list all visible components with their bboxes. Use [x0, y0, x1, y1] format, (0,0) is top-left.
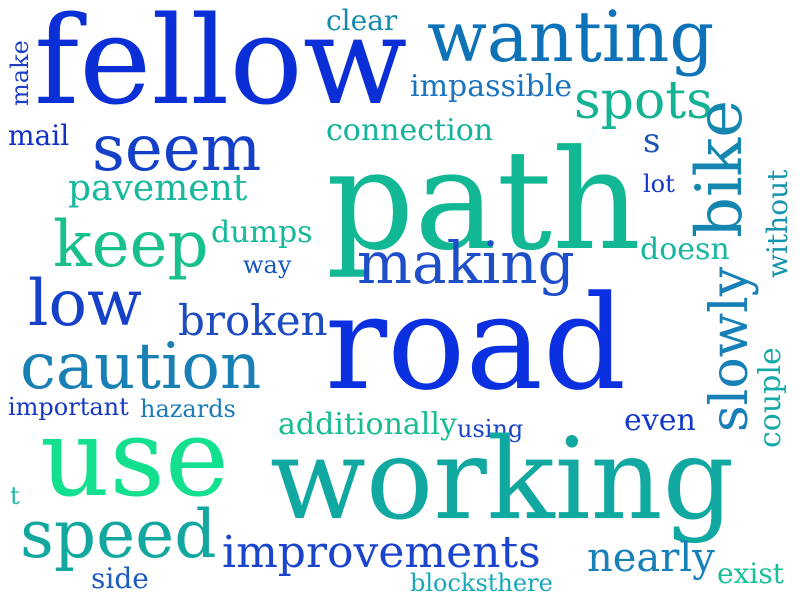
word-couple: couple: [753, 347, 788, 448]
word-pavement: pavement: [68, 168, 248, 209]
word-use: use: [40, 396, 229, 521]
word-exist: exist: [717, 557, 784, 590]
word-seem: seem: [92, 112, 262, 186]
word-broken: broken: [178, 296, 328, 345]
word-wanting: wanting: [427, 0, 715, 78]
word-s: s: [643, 121, 661, 161]
word-side: side: [91, 562, 149, 595]
word-using: using: [457, 415, 524, 443]
word-lot: lot: [643, 170, 675, 198]
word-without: without: [761, 169, 794, 278]
word-way: way: [243, 251, 292, 279]
word-impassible: impassible: [410, 69, 573, 104]
word-hazards: hazards: [140, 395, 236, 423]
word-mail: mail: [8, 119, 70, 152]
word-road: road: [325, 267, 627, 419]
word-blocksthere: blocksthere: [410, 569, 553, 597]
word-even: even: [624, 403, 696, 438]
word-working: working: [270, 415, 735, 545]
word-keep: keep: [53, 208, 209, 282]
word-fellow: fellow: [34, 0, 408, 132]
word-additionally: additionally: [278, 407, 457, 442]
word-t: t: [10, 482, 20, 510]
word-clear: clear: [326, 4, 398, 37]
word-making: making: [357, 229, 575, 297]
word-path: path: [326, 120, 641, 281]
word-doesn: doesn: [640, 232, 730, 267]
word-bike: bike: [683, 99, 757, 238]
word-speed: speed: [20, 496, 217, 573]
word-slowly: slowly: [700, 266, 760, 432]
word-improvements: improvements: [222, 527, 541, 578]
word-low: low: [28, 267, 142, 341]
word-dumps: dumps: [211, 215, 313, 250]
word-connection: connection: [326, 113, 494, 148]
word-spots: spots: [574, 71, 713, 131]
word-caution: caution: [20, 330, 262, 404]
word-nearly: nearly: [587, 535, 715, 581]
word-make: make: [6, 40, 34, 106]
word-important: important: [8, 393, 129, 421]
